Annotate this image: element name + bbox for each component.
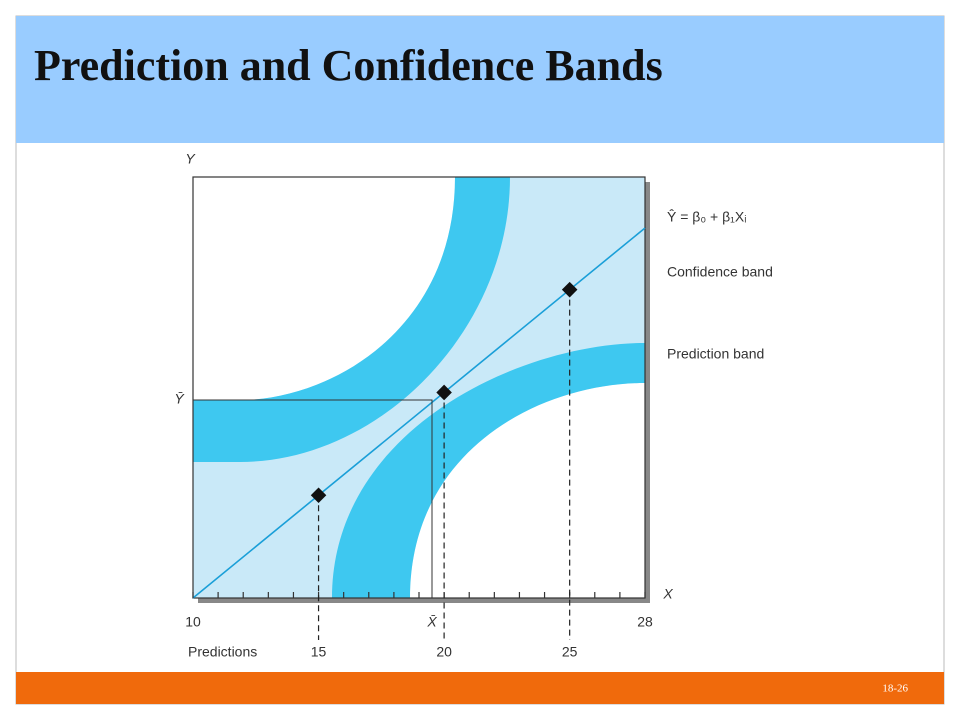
x-range-label: 28 <box>637 614 653 630</box>
outer-region <box>193 177 455 400</box>
prediction-label: 20 <box>436 644 452 660</box>
page-number: 18-26 <box>882 683 908 695</box>
header-band <box>16 16 944 143</box>
mean-lines <box>193 399 433 598</box>
legend-prediction: Prediction band <box>667 346 764 362</box>
slide-title: Prediction and Confidence Bands <box>34 41 663 90</box>
footer-band <box>16 672 944 704</box>
legend-regression: Ŷ = β₀ + β₁Xᵢ <box>667 209 746 225</box>
prediction-label: 15 <box>311 644 327 660</box>
prediction-band <box>332 343 645 598</box>
x-mean-label: X̄ <box>426 614 437 630</box>
legend-confidence: Confidence band <box>667 264 773 280</box>
predictions-label: Predictions <box>188 644 257 660</box>
y-axis-label: Y <box>185 151 196 167</box>
x-axis-label: X <box>662 586 673 602</box>
x-range-label: 10 <box>185 614 201 630</box>
plot <box>192 176 650 603</box>
prediction-band <box>193 177 510 462</box>
prediction-label: 25 <box>562 644 578 660</box>
outer-region <box>410 383 645 598</box>
y-mean-label: Ȳ <box>174 391 185 407</box>
